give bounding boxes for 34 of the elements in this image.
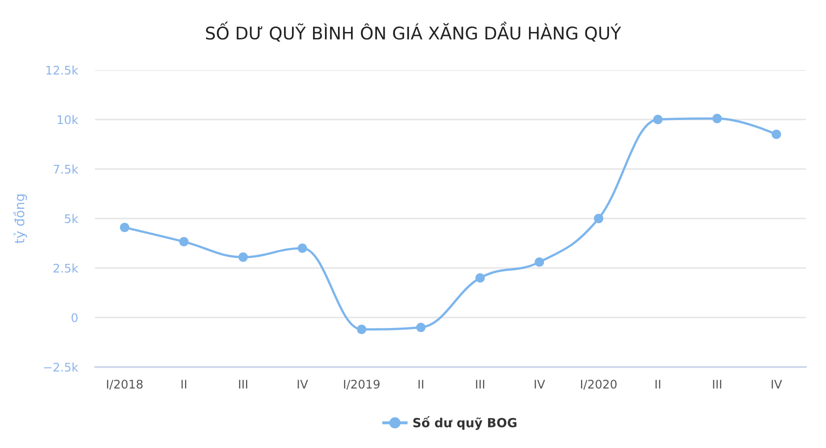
x-tick-label: IV [534, 380, 546, 388]
point [772, 130, 782, 140]
y-tick-label: 12.5k [46, 66, 78, 75]
point [298, 243, 308, 253]
x-tick-label: IV [772, 380, 782, 388]
point [653, 114, 663, 124]
legend-label: Số dư quỹ BOG [413, 416, 516, 430]
y-axis-title: tỷ đồng [13, 194, 27, 244]
x-tick-label: II [182, 380, 186, 388]
x-tick-label: I/2020 [581, 380, 617, 390]
y-tick-label: 2.5k [54, 264, 78, 273]
x-tick-label: III [239, 380, 248, 388]
point [475, 273, 485, 283]
x-tick-label: II [418, 380, 424, 388]
x-tick-label: II [656, 380, 660, 388]
point [594, 214, 604, 224]
point [534, 257, 544, 267]
y-tick-label: −2.5k [44, 362, 78, 372]
x-tick-label: I/2019 [344, 380, 380, 390]
point [120, 222, 130, 232]
y-tick-label: 7.5k [54, 164, 78, 174]
point [179, 236, 189, 246]
x-tick-label: I/2018 [107, 380, 143, 390]
point [356, 324, 366, 334]
x-tick-label: III [713, 380, 722, 388]
point [238, 252, 248, 262]
point [712, 114, 722, 124]
y-tick-label: 0 [72, 313, 78, 322]
x-tick-label: III [476, 380, 484, 388]
y-tick-label: 5k [64, 214, 78, 224]
y-tick-label: 10k [58, 115, 78, 124]
point [416, 322, 426, 332]
chart-title: SỐ DƯ QUỸ BÌNH ÔN GIÁ XĂNG DẦU HÀNG QUÝ [206, 22, 622, 42]
x-tick-label: IV [298, 380, 308, 388]
